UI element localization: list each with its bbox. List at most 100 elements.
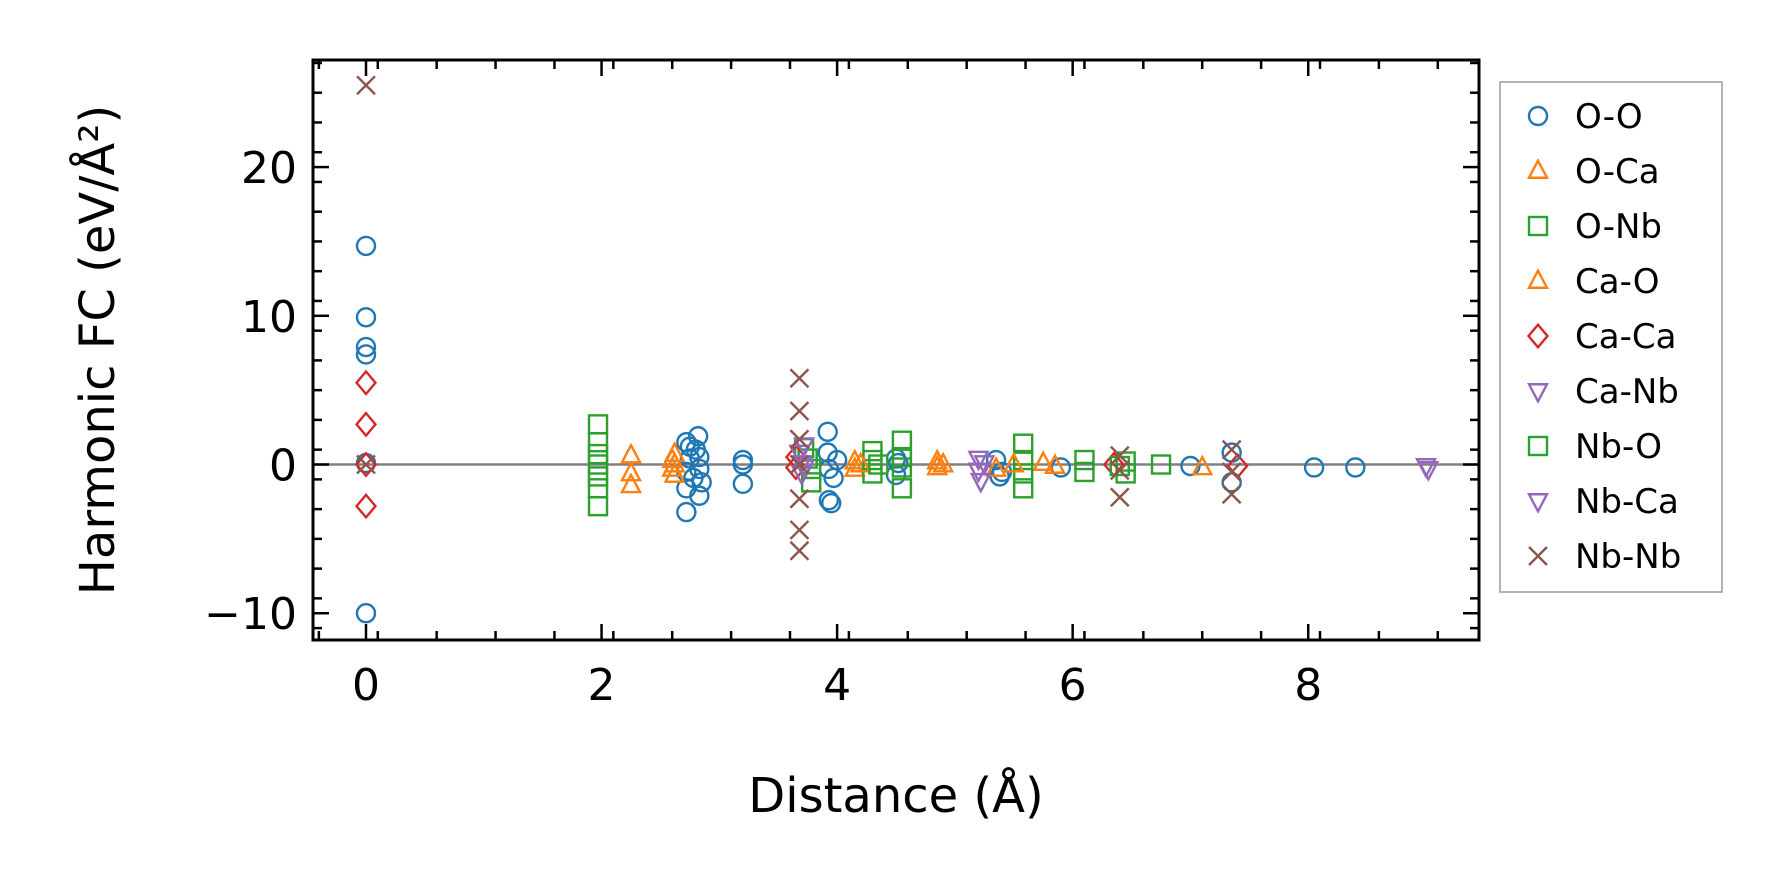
point-Nb-Nb-5 (789, 454, 810, 475)
point-Nb-Nb-12 (1221, 439, 1242, 460)
point-Nb-Ca-2 (973, 455, 996, 476)
point-Ca-Ca-5 (784, 454, 807, 481)
point-O-O-40 (1345, 457, 1366, 478)
point-O-Nb-26 (1150, 454, 1172, 475)
point-O-Nb-1 (587, 432, 609, 453)
legend-marker-Ca-O (1527, 268, 1549, 289)
point-O-Nb-4 (587, 466, 609, 487)
point-Nb-Nb-3 (789, 401, 810, 421)
legend-marker-O-Nb (1527, 215, 1549, 237)
point-O-Ca-1 (620, 460, 642, 482)
point-O-Ca-2 (620, 472, 642, 494)
axes: 0 2 4 6 8 −10 0 10 20 (204, 58, 1481, 711)
point-Ca-Ca-3 (354, 493, 378, 520)
point-O-Ca-6 (843, 448, 866, 470)
legend-label: O-Ca (1575, 152, 1660, 192)
point-Ca-O-0 (661, 447, 684, 469)
point-O-O-2 (355, 336, 377, 358)
point-O-Nb-23 (1074, 461, 1095, 483)
point-O-O-36 (1180, 455, 1201, 477)
point-Nb-Nb-9 (1109, 445, 1130, 466)
legend-marker-Ca-Ca (1526, 322, 1550, 350)
point-O-Nb-21 (1013, 478, 1034, 499)
point-O-Nb-18 (1013, 433, 1034, 454)
point-Nb-Nb-14 (1221, 484, 1242, 505)
point-Ca-Ca-0 (354, 369, 378, 396)
legend-marker-Nb-Ca (1527, 493, 1549, 514)
point-Nb-Nb-8 (789, 540, 810, 561)
point-O-O-9 (676, 501, 697, 523)
point-O-Ca-8 (926, 448, 949, 470)
point-O-O-18 (691, 472, 712, 493)
series-O-O (355, 235, 1366, 624)
legend-marker-Ca-Nb (1527, 383, 1549, 404)
point-O-Nb-20 (1013, 463, 1034, 484)
y-axis-label: Harmonic FC (eV/Å²) (69, 105, 126, 595)
legend-entry: Nb-Nb (1528, 537, 1681, 577)
point-O-O-28 (826, 449, 848, 471)
point-O-O-3 (355, 344, 377, 365)
point-Nb-Nb-11 (1109, 487, 1130, 508)
point-O-Nb-16 (891, 457, 913, 478)
point-Nb-Nb-2 (789, 368, 810, 389)
plot-area (313, 75, 1479, 624)
legend-label: Ca-O (1575, 262, 1660, 302)
legend-entry: Ca-Ca (1526, 317, 1676, 357)
point-O-Nb-3 (587, 454, 609, 475)
x-tick-label: 0 (352, 660, 380, 711)
legend-marker-O-O (1527, 105, 1549, 127)
legend-marker-Nb-O (1527, 435, 1549, 457)
legend-label: Ca-Ca (1575, 317, 1676, 357)
point-Nb-Nb-7 (789, 520, 810, 540)
point-O-O-5 (355, 603, 377, 624)
legend-label: Ca-Nb (1575, 372, 1679, 412)
point-Ca-Ca-1 (354, 411, 378, 438)
point-O-O-15 (689, 446, 710, 468)
x-tick-label: 2 (588, 660, 616, 711)
point-Ca-O-1 (661, 456, 684, 477)
point-O-Ca-9 (926, 454, 949, 476)
point-Nb-Nb-1 (356, 454, 376, 475)
point-Nb-Nb-13 (1221, 462, 1242, 482)
point-O-O-25 (818, 490, 840, 511)
x-tick-label: 4 (823, 660, 851, 711)
point-O-O-22 (817, 421, 838, 442)
point-Nb-Nb-4 (789, 429, 810, 450)
point-O-O-20 (732, 454, 754, 475)
y-tick-label: 0 (269, 441, 297, 492)
plot-frame (311, 58, 1481, 642)
point-O-Ca-10 (985, 456, 1008, 477)
legend-label: Nb-O (1575, 427, 1662, 467)
x-tick-label: 6 (1059, 660, 1087, 711)
point-O-Nb-2 (587, 443, 609, 465)
point-O-Nb-15 (891, 446, 913, 468)
legend-entry: Ca-Nb (1527, 372, 1679, 412)
point-Nb-O-0 (868, 454, 889, 475)
point-Nb-Nb-10 (1109, 460, 1130, 481)
legend-label: Nb-Nb (1575, 537, 1681, 577)
point-Ca-O-5 (1044, 453, 1066, 474)
legend-entry: O-Ca (1527, 152, 1660, 192)
point-O-Nb-14 (891, 430, 913, 451)
point-O-Nb-22 (1074, 449, 1095, 471)
legend-label: O-Nb (1575, 207, 1662, 247)
point-O-Ca-7 (843, 456, 866, 477)
legend-entry: Ca-O (1527, 262, 1660, 302)
legend-label: Nb-Ca (1575, 482, 1679, 522)
point-O-Ca-11 (1032, 450, 1055, 471)
x-tick-label: 8 (1294, 660, 1322, 711)
y-tick-label: 20 (241, 143, 297, 194)
legend-label: O-O (1575, 97, 1643, 137)
point-O-Nb-24 (1115, 451, 1136, 472)
legend: O-O O-Ca O-Nb Ca-O Ca-Ca Ca-Nb Nb-O Nb-Ca Nb-Nb (1499, 81, 1723, 593)
point-Nb-Nb-0 (356, 75, 376, 96)
legend-marker-Nb-Nb (1528, 546, 1548, 566)
point-O-O-26 (821, 492, 842, 514)
point-O-O-16 (689, 458, 710, 480)
point-Ca-O-4 (1002, 451, 1025, 473)
point-O-O-1 (355, 307, 377, 328)
series-Nb-Nb (356, 75, 1242, 561)
point-O-O-31 (888, 452, 909, 474)
point-O-Nb-17 (891, 478, 913, 499)
